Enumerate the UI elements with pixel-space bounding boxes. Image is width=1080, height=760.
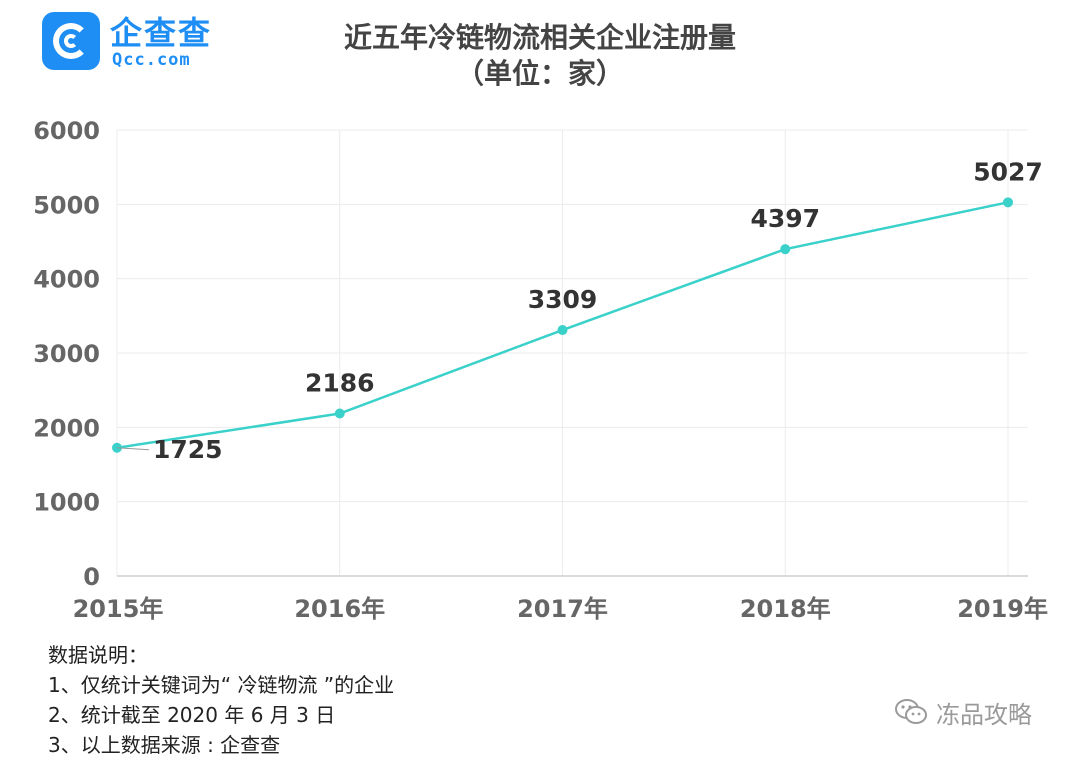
y-tick-label: 6000 bbox=[33, 117, 100, 145]
y-tick-label: 5000 bbox=[33, 191, 100, 219]
data-label: 2186 bbox=[305, 369, 375, 398]
wechat-icon bbox=[895, 699, 927, 724]
qcc-logo-icon bbox=[42, 12, 100, 70]
data-point bbox=[780, 244, 791, 255]
data-label: 1725 bbox=[153, 435, 223, 464]
chart-title: 近五年冷链物流相关企业注册量 bbox=[343, 21, 736, 54]
watermark: 冻品攻略 bbox=[894, 694, 1032, 730]
y-tick-label: 3000 bbox=[33, 340, 100, 368]
notes-item-1: 1、仅统计关键词为“ 冷链物流 ”的企业 bbox=[48, 673, 395, 697]
data-point bbox=[1003, 197, 1013, 208]
data-label: 3309 bbox=[528, 285, 598, 314]
data-label-leader bbox=[116, 447, 150, 451]
data-point bbox=[557, 325, 568, 336]
y-tick-label: 4000 bbox=[33, 266, 100, 294]
y-tick-label: 2000 bbox=[33, 414, 100, 442]
x-tick-label: 2015年 bbox=[73, 595, 164, 623]
logo-text-cn: 企查查 bbox=[110, 14, 213, 52]
data-notes: 数据说明： 1、仅统计关键词为“ 冷链物流 ”的企业 2、统计截至 2020 年… bbox=[48, 640, 394, 760]
qcc-logo: 企查查 Qcc.com bbox=[42, 8, 242, 70]
notes-item-3: 3、以上数据来源 : 企查查 bbox=[48, 733, 281, 757]
line-chart: 0 1000 2000 3000 4000 5000 6000 2015年 2016年 2017年… bbox=[33, 117, 1048, 623]
y-tick-label: 1000 bbox=[33, 489, 100, 517]
x-tick-label: 2018年 bbox=[740, 595, 831, 623]
watermark-text: 冻品攻略 bbox=[936, 700, 1032, 729]
x-tick-label: 2017年 bbox=[517, 595, 608, 623]
data-label: 5027 bbox=[973, 157, 1043, 186]
x-tick-label: 2016年 bbox=[294, 595, 385, 623]
notes-item-2: 2、统计截至 2020 年 6 月 3 日 bbox=[48, 703, 336, 727]
y-tick-label: 0 bbox=[83, 563, 100, 591]
data-point bbox=[334, 408, 345, 419]
chart-subtitle: （单位：家） bbox=[455, 57, 624, 90]
notes-heading: 数据说明： bbox=[48, 643, 148, 667]
logo-text-en: Qcc.com bbox=[112, 50, 191, 70]
data-label: 4397 bbox=[750, 204, 820, 233]
x-tick-label: 2019年 bbox=[957, 595, 1048, 623]
